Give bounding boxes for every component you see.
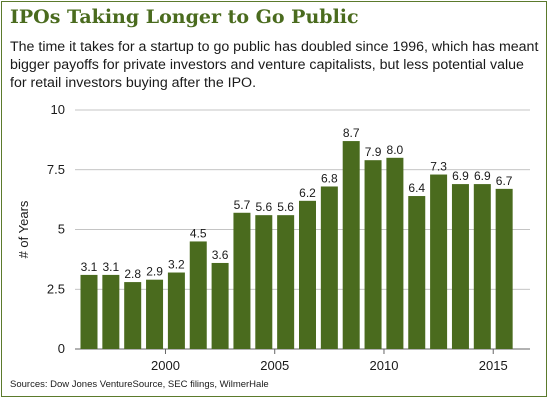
bar-value-label: 6.2: [299, 186, 316, 200]
y-tick-label: 0: [58, 341, 65, 356]
bar-value-label: 6.9: [452, 169, 469, 183]
bar-value-label: 6.4: [408, 181, 425, 195]
bars: [80, 141, 513, 349]
y-tick-label: 2.5: [47, 281, 65, 296]
x-tick-label: 2000: [151, 358, 180, 373]
y-tick-label: 7.5: [47, 162, 65, 177]
y-tick-label: 10: [51, 102, 65, 117]
bar: [167, 272, 185, 349]
bar-value-label: 6.7: [496, 174, 513, 188]
bar: [211, 262, 229, 349]
bar: [146, 279, 164, 349]
bar: [80, 274, 98, 349]
data-labels: 3.1 3.1 2.8 2.9 3.2 4.5 3.6 5.7 5.6 5.6 6.2 6.8 8.7 7…: [81, 126, 513, 281]
chart-title: IPOs Taking Longer to Go Public: [10, 6, 359, 28]
bar: [342, 141, 360, 349]
x-tick-label: 2010: [370, 358, 399, 373]
bar: [320, 186, 338, 349]
bar-value-label: 3.6: [212, 248, 229, 262]
bar: [299, 200, 316, 349]
bar-value-label: 6.9: [474, 169, 491, 183]
bar: [495, 188, 513, 349]
bar: [189, 241, 207, 349]
bar-value-label: 3.1: [103, 260, 120, 274]
x-tick-label: 2015: [479, 358, 508, 373]
bar-value-label: 8.0: [387, 143, 404, 157]
bar-value-label: 7.9: [365, 145, 382, 159]
y-axis-label: # of Years: [16, 200, 31, 258]
bar: [408, 196, 426, 349]
bar-value-label: 5.6: [277, 200, 294, 214]
y-tick-label: 5: [58, 222, 65, 237]
bar: [255, 215, 273, 349]
bar: [364, 160, 382, 349]
y-axis-ticks: 0 2.5 5 7.5 10: [47, 102, 65, 356]
bar: [277, 215, 295, 349]
bar-value-label: 2.8: [124, 267, 141, 281]
bar: [451, 184, 469, 349]
bar: [124, 282, 142, 349]
chart-subtitle: The time it takes for a startup to go pu…: [10, 39, 539, 91]
bar-value-label: 6.8: [321, 171, 338, 185]
bar: [430, 174, 448, 349]
bar-value-label: 7.3: [430, 160, 447, 174]
bar-value-label: 3.2: [168, 258, 185, 272]
bar: [386, 157, 404, 349]
x-tick-label: 2005: [260, 358, 289, 373]
bar: [102, 274, 120, 349]
bar-value-label: 4.5: [190, 226, 207, 240]
source-note: Sources: Dow Jones VentureSource, SEC fi…: [10, 379, 269, 390]
bar-value-label: 2.9: [146, 265, 163, 279]
bar: [473, 184, 491, 349]
bar-value-label: 5.6: [255, 200, 272, 214]
bar-value-label: 8.7: [343, 126, 360, 140]
x-axis-ticks: 2000 2005 2010 2015: [151, 349, 508, 373]
bar-value-label: 5.7: [234, 198, 251, 212]
bar: [233, 212, 251, 349]
bar-value-label: 3.1: [81, 260, 98, 274]
